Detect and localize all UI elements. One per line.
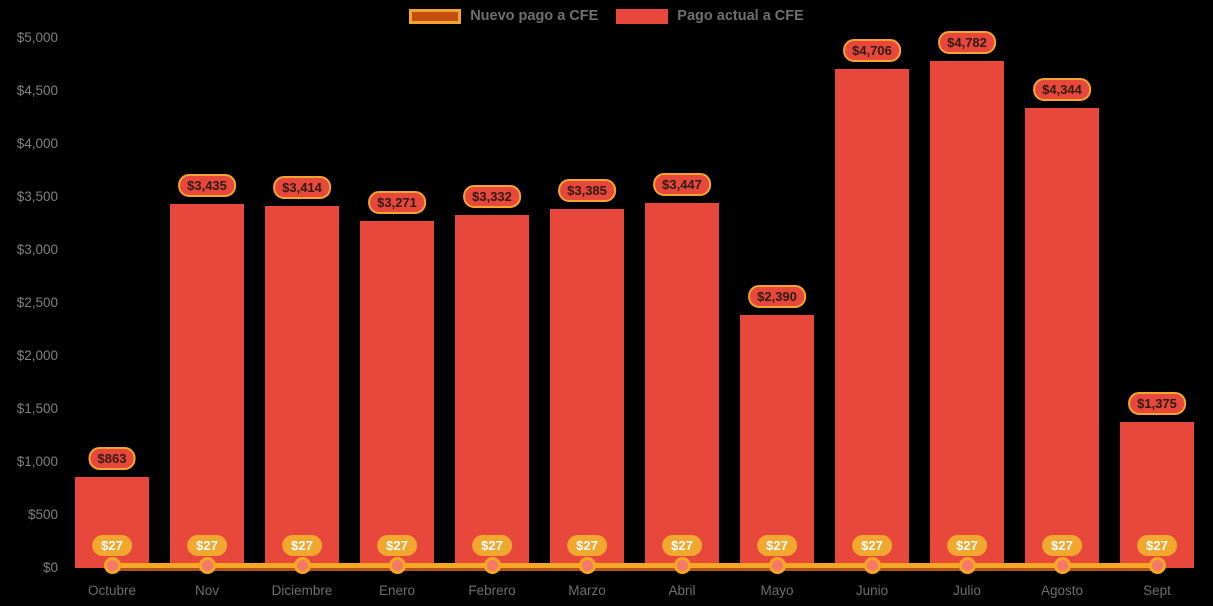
line-value-badge: $27: [187, 535, 227, 556]
line-value-badge: $27: [1042, 535, 1082, 556]
bar: [1025, 107, 1099, 568]
line-marker: [483, 556, 501, 574]
bar: [170, 203, 244, 568]
bar-value-badge: $3,447: [653, 172, 711, 196]
bar-value-badge: $863: [88, 446, 136, 470]
bar: [455, 214, 529, 568]
line-value-badge: $27: [662, 535, 702, 556]
line-marker: [863, 556, 881, 574]
line-series: [112, 563, 1157, 569]
y-tick-label: $0: [42, 560, 58, 575]
bar-value-badge: $1,375: [1128, 392, 1186, 416]
bar: [645, 202, 719, 568]
bar: [835, 69, 909, 568]
legend-item-pago-actual[interactable]: Pago actual a CFE: [616, 8, 804, 24]
legend-swatch-line-icon: [409, 8, 462, 24]
line-value-badge: $27: [1137, 535, 1177, 556]
line-marker: [293, 556, 311, 574]
line-value-badge: $27: [282, 535, 322, 556]
x-tick-label: Agosto: [1040, 583, 1084, 598]
bar-value-badge: $4,344: [1033, 77, 1091, 101]
y-tick-label: $2,500: [16, 295, 58, 310]
y-tick-label: $1,000: [16, 454, 58, 469]
x-tick-label: Enero: [378, 583, 416, 598]
line-value-badge: $27: [92, 535, 132, 556]
y-tick-label: $4,000: [16, 136, 58, 151]
bar-value-badge: $3,385: [558, 179, 616, 203]
legend-label-pago-actual: Pago actual a CFE: [677, 8, 804, 24]
line-marker: [388, 556, 406, 574]
legend: Nuevo pago a CFE Pago actual a CFE: [0, 8, 1213, 24]
y-tick-label: $3,000: [16, 242, 58, 257]
bar: [265, 206, 339, 568]
bar-value-badge: $4,706: [843, 39, 901, 63]
line-marker: [958, 556, 976, 574]
bar: [550, 209, 624, 568]
legend-swatch-bar-icon: [616, 8, 669, 24]
x-tick-label: Marzo: [568, 583, 606, 598]
bar-value-badge: $2,390: [748, 284, 806, 308]
x-tick-label: Sept: [1143, 583, 1171, 598]
bar: [740, 314, 814, 568]
bar-value-badge: $3,435: [178, 173, 236, 197]
x-axis-line: [112, 568, 1157, 572]
line-value-badge: $27: [947, 535, 987, 556]
x-tick-label: Nov: [194, 583, 219, 598]
line-value-badge: $27: [757, 535, 797, 556]
line-marker: [1148, 556, 1166, 574]
y-tick-label: $1,500: [16, 401, 58, 416]
line-value-badge: $27: [852, 535, 892, 556]
line-value-badge: $27: [472, 535, 512, 556]
x-tick-label: Febrero: [468, 583, 516, 598]
bar: [360, 221, 434, 568]
legend-label-nuevo-pago: Nuevo pago a CFE: [470, 8, 599, 24]
x-tick-label: Mayo: [760, 583, 794, 598]
x-tick-label: Diciembre: [271, 583, 333, 598]
x-tick-label: Abril: [668, 583, 696, 598]
legend-item-nuevo-pago[interactable]: Nuevo pago a CFE: [409, 8, 598, 24]
line-marker: [198, 556, 216, 574]
line-marker: [578, 556, 596, 574]
bar-value-badge: $3,414: [273, 176, 331, 200]
y-tick-label: $4,500: [16, 83, 58, 98]
line-marker: [673, 556, 691, 574]
bar: [930, 61, 1004, 568]
bar-value-badge: $4,782: [938, 31, 996, 55]
y-tick-label: $5,000: [16, 30, 58, 45]
line-marker: [768, 556, 786, 574]
line-marker: [1053, 556, 1071, 574]
bar-value-badge: $3,271: [368, 191, 426, 215]
line-value-badge: $27: [377, 535, 417, 556]
line-value-badge: $27: [567, 535, 607, 556]
x-tick-label: Junio: [855, 583, 889, 598]
y-tick-label: $3,500: [16, 189, 58, 204]
y-tick-label: $500: [27, 507, 58, 522]
bar-value-badge: $3,332: [463, 184, 521, 208]
y-tick-label: $2,000: [16, 348, 58, 363]
x-tick-label: Octubre: [87, 583, 137, 598]
line-marker: [103, 556, 121, 574]
x-tick-label: Julio: [953, 583, 981, 598]
